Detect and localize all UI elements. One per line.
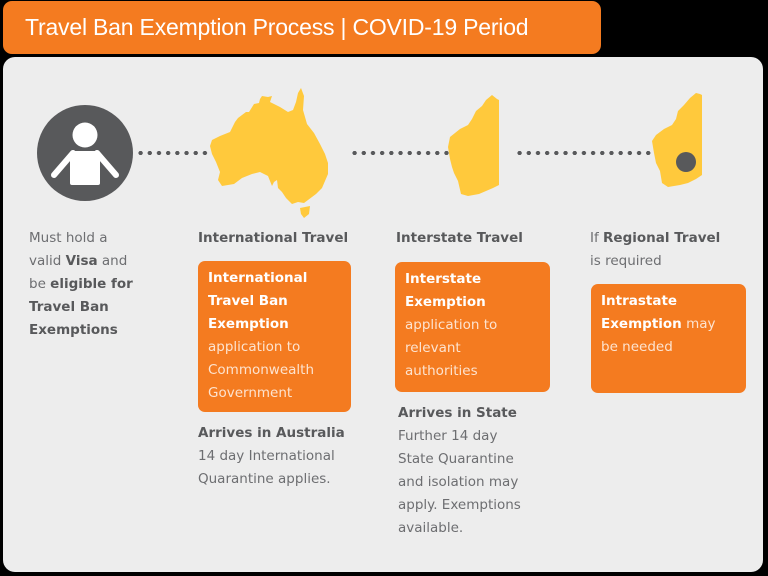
text-line: Government: [208, 385, 293, 401]
text-line: available.: [398, 520, 464, 536]
text-line: Must hold a: [29, 230, 108, 246]
text-line: State Quarantine: [398, 451, 514, 467]
text-line: relevant: [405, 340, 461, 356]
connector-dots-3: [515, 151, 665, 155]
text-line: be needed: [601, 339, 673, 355]
text-line: apply. Exemptions: [398, 497, 521, 513]
connector-dots-1: [136, 151, 210, 155]
text-line: Interstate: [405, 271, 482, 287]
interstate-exemption-box: Interstate Exemption application to rele…: [395, 262, 550, 392]
text-line: and isolation may: [398, 474, 519, 490]
text-line: Travel Ban: [208, 293, 288, 309]
text-line: If: [590, 230, 604, 246]
text-line: Commonwealth: [208, 362, 315, 378]
text-line: Exemption: [601, 316, 682, 332]
text-line: International: [208, 270, 308, 286]
regional-travel-title: If Regional Travel is required: [590, 227, 760, 273]
western-australia-map-icon: [448, 95, 499, 196]
travel-ban-bold: Travel Ban: [29, 299, 109, 315]
exemptions-bold: Exemptions: [29, 322, 118, 338]
text-line: application to: [208, 339, 301, 355]
text-line: authorities: [405, 363, 478, 379]
person-icon: [37, 105, 133, 201]
international-exemption-box: International Travel Ban Exemption appli…: [198, 261, 351, 412]
australia-map-icon: [210, 88, 328, 218]
text-line: Further 14 day: [398, 428, 498, 444]
regional-map-pin-icon: [652, 93, 702, 187]
text-line: Quarantine applies.: [198, 471, 331, 487]
step-eligibility-text: Must hold a valid Visa and be eligible f…: [29, 227, 179, 342]
text-line: is required: [590, 253, 662, 269]
title-banner: Travel Ban Exemption Process | COVID-19 …: [3, 1, 601, 54]
arrives-australia-title: Arrives in Australia: [198, 425, 345, 441]
text-line: may: [681, 316, 716, 332]
regional-travel-bold: Regional Travel: [603, 230, 721, 246]
text-line: application to: [405, 317, 498, 333]
international-travel-title: International Travel: [198, 230, 349, 246]
text-line: 14 day International: [198, 448, 335, 464]
arrives-state-title: Arrives in State: [398, 405, 517, 421]
text-line: Exemption: [208, 316, 289, 332]
interstate-travel-title: Interstate Travel: [396, 230, 523, 246]
text-line: valid: [29, 253, 66, 269]
text-line: Intrastate: [601, 293, 678, 309]
arrives-state-text: Arrives in State Further 14 day State Qu…: [398, 402, 568, 540]
text-line: Exemption: [405, 294, 486, 310]
text-line: and: [97, 253, 128, 269]
intrastate-exemption-box: Intrastate Exemption may be needed: [591, 284, 746, 393]
visa-bold: Visa: [65, 253, 98, 269]
text-line: be: [29, 276, 51, 292]
connector-dots-2: [350, 151, 452, 155]
page-title: Travel Ban Exemption Process | COVID-19 …: [25, 14, 529, 40]
eligible-bold: eligible for: [50, 276, 133, 292]
arrives-australia-text: Arrives in Australia 14 day Internationa…: [198, 422, 373, 491]
